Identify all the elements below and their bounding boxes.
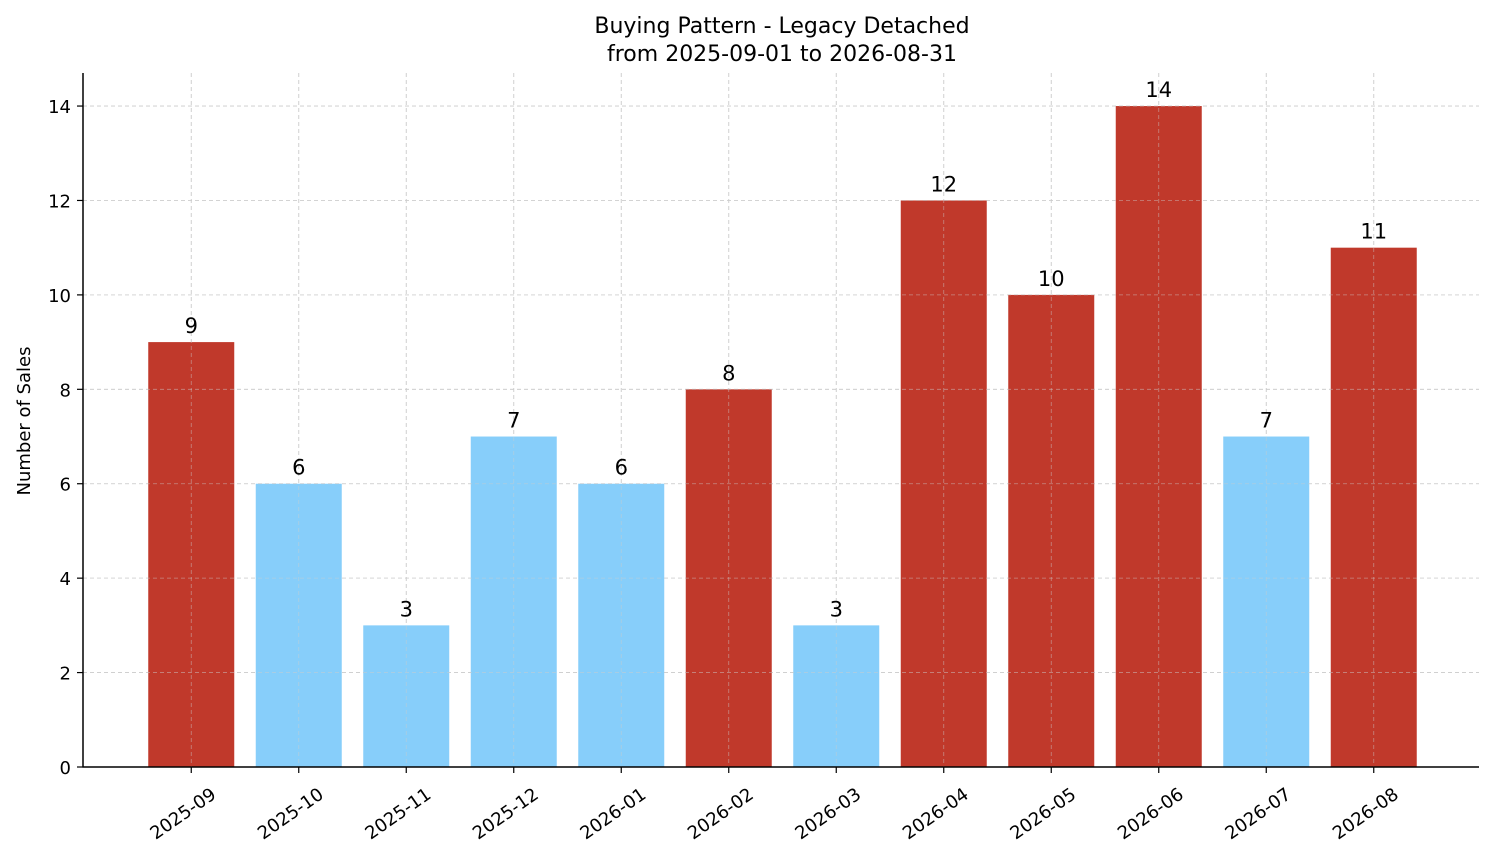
y-tick-label: 4 [60,569,71,590]
x-ticks: 2025-09 2025-10 2025-11 2025-12 2026-01 2026-… [146,767,1403,844]
y-tick-label: 14 [48,97,71,118]
y-ticks: 0 2 4 6 8 10 12 14 [48,97,83,779]
y-tick-label: 8 [60,380,71,401]
x-tick-label: 2025-10 [254,784,328,844]
x-tick-label: 2026-01 [576,784,650,844]
bar-2026-06 [1115,106,1202,768]
y-tick-label: 12 [48,191,71,212]
bar-value-label: 7 [507,409,520,433]
bars [148,106,1417,768]
x-tick-label: 2026-02 [684,784,758,844]
y-tick-label: 2 [60,664,71,685]
x-tick-label: 2026-06 [1114,784,1188,844]
bar-value-label: 6 [292,456,305,480]
y-tick-label: 10 [48,286,71,307]
y-tick-label: 6 [60,475,71,496]
bar-value-label: 8 [722,361,735,385]
bar-value-label: 11 [1360,220,1387,244]
y-tick-label: 0 [60,758,71,779]
chart-subtitle: from 2025-09-01 to 2026-08-31 [607,42,957,67]
data-labels: 9 6 3 7 6 8 3 12 10 14 7 11 [185,78,1388,621]
bar-value-label: 3 [830,597,843,621]
bar-value-label: 14 [1145,78,1172,102]
chart-title: Buying Pattern - Legacy Detached [594,14,969,39]
x-tick-label: 2026-08 [1329,784,1403,844]
x-tick-label: 2026-04 [899,784,973,844]
x-tick-label: 2025-12 [469,784,543,844]
x-tick-label: 2025-09 [146,784,220,844]
bar-value-label: 3 [400,597,413,621]
x-tick-label: 2026-03 [791,784,865,844]
bar-value-label: 10 [1038,267,1065,291]
x-tick-label: 2026-07 [1221,784,1295,844]
bar-value-label: 12 [930,172,957,196]
x-tick-label: 2025-11 [361,784,435,844]
y-axis-label: Number of Sales [14,346,35,495]
bar-value-label: 9 [185,314,198,338]
x-tick-label: 2026-05 [1006,784,1080,844]
bar-value-label: 6 [615,456,628,480]
bar-value-label: 7 [1260,409,1273,433]
axes [82,73,1479,768]
